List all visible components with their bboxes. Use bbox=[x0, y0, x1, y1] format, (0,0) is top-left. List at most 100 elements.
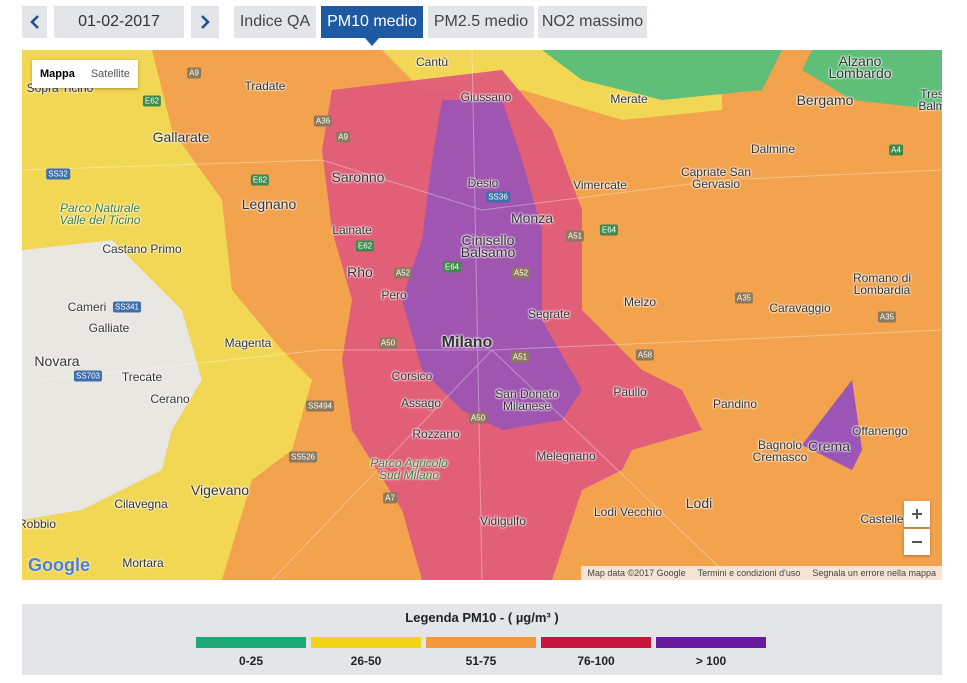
place-label: Capriate San Gervasio bbox=[680, 165, 752, 191]
road-shield: A50 bbox=[378, 337, 398, 349]
tab[interactable]: Indice QA bbox=[234, 6, 316, 38]
place-label: Giussano bbox=[460, 90, 512, 104]
active-caret bbox=[365, 38, 379, 46]
road-shield: A36 bbox=[313, 115, 333, 127]
place-label: Saronno bbox=[331, 169, 385, 185]
place-label: Lodi bbox=[685, 495, 713, 511]
place-label: Vimercate bbox=[573, 178, 627, 192]
map-type-button[interactable]: Satellite bbox=[90, 68, 130, 80]
place-label: Cerano bbox=[150, 392, 190, 406]
tab[interactable]: NO2 massimo bbox=[538, 6, 647, 38]
road-shield: A7 bbox=[383, 492, 397, 504]
place-label: Bagnolo Cremasco bbox=[752, 438, 808, 464]
place-label: Monza bbox=[510, 210, 554, 226]
place-label: Tradate bbox=[244, 79, 286, 93]
road-shield: SS494 bbox=[305, 400, 335, 412]
place-label: Cinisello Balsamo bbox=[460, 232, 516, 260]
google-logo: Google bbox=[28, 555, 90, 575]
place-label: Trecate bbox=[121, 370, 163, 384]
place-label: Bergamo bbox=[796, 92, 854, 108]
place-label: Assago bbox=[400, 396, 442, 410]
place-label: Desio bbox=[467, 176, 499, 190]
legend-swatch bbox=[196, 637, 306, 648]
place-label: Robbio bbox=[22, 517, 57, 531]
road-shield: A50 bbox=[468, 412, 488, 424]
road-shield: A51 bbox=[565, 230, 585, 242]
place-label: Merate bbox=[610, 92, 648, 106]
place-label: Crema bbox=[807, 438, 851, 454]
legend-swatch bbox=[541, 637, 651, 648]
place-label: Cameri bbox=[67, 300, 107, 314]
place-label: Pero bbox=[381, 288, 407, 302]
place-label: Mortara bbox=[122, 556, 164, 570]
place-label: Segrate bbox=[527, 307, 571, 321]
legend-swatch bbox=[426, 637, 536, 648]
terms-link[interactable]: Termini e condizioni d'uso bbox=[697, 568, 801, 578]
zoom-out[interactable] bbox=[904, 529, 930, 555]
place-label: Gallarate bbox=[152, 129, 210, 145]
place-label: Novara bbox=[34, 353, 80, 369]
place-label: Vidigulfo bbox=[480, 514, 526, 528]
road-shield: A58 bbox=[635, 349, 655, 361]
road-shield: E64 bbox=[442, 261, 462, 273]
place-label: Cilavegna bbox=[114, 497, 168, 511]
road-shield: A9 bbox=[187, 67, 201, 79]
place-label: Corsico bbox=[391, 369, 433, 383]
road-shield: A9 bbox=[336, 131, 350, 143]
road-shield: E64 bbox=[599, 224, 619, 236]
place-label: Rozzano bbox=[412, 427, 460, 441]
prev-day[interactable] bbox=[22, 6, 47, 38]
report-link[interactable]: Segnala un errore nella mappa bbox=[812, 568, 936, 578]
legend-label: 26-50 bbox=[350, 654, 382, 668]
legend-label: 0-25 bbox=[238, 654, 264, 668]
place-label: Rho bbox=[347, 264, 373, 280]
place-label: Melzo bbox=[623, 295, 657, 309]
legend: Legenda PM10 - ( µg/m³ ) 0-25 26-50 51-75 7… bbox=[22, 604, 942, 675]
place-label: Castelle bbox=[860, 512, 904, 526]
plus-icon bbox=[912, 509, 922, 519]
place-label: Parco Naturale Valle del Ticino bbox=[59, 201, 141, 227]
place-label: Vigevano bbox=[190, 482, 250, 498]
place-label: Tres Balm bbox=[918, 87, 942, 113]
place-label: Caravaggio bbox=[769, 301, 831, 315]
chevron-left bbox=[29, 15, 39, 29]
place-label: Cantù bbox=[415, 55, 449, 69]
road-shield: A4 bbox=[889, 144, 903, 156]
place-label: Dalmine bbox=[750, 142, 796, 156]
legend-label: > 100 bbox=[695, 654, 727, 668]
place-label: Galliate bbox=[88, 321, 130, 335]
road-shield: SS703 bbox=[73, 370, 103, 382]
attribution-text: Map data ©2017 Google bbox=[587, 568, 686, 578]
map-type-control: Mappa Satellite bbox=[32, 60, 138, 88]
place-label: Offanengo bbox=[852, 424, 908, 438]
legend-title: Legenda PM10 - ( µg/m³ ) bbox=[405, 610, 559, 625]
place-label: Milano bbox=[441, 334, 493, 351]
legend-label: 76-100 bbox=[577, 654, 615, 668]
road-shield: A35 bbox=[734, 292, 754, 304]
place-label: Magenta bbox=[224, 336, 272, 350]
attribution: Map data ©2017 Google Termini e condizio… bbox=[581, 566, 942, 580]
map-type-button[interactable]: Mappa bbox=[40, 68, 75, 80]
place-label: Romano di Lombardia bbox=[852, 271, 912, 297]
place-label: Melegnano bbox=[536, 449, 596, 463]
road-shield: E62 bbox=[355, 240, 375, 252]
legend-label: 51-75 bbox=[465, 654, 497, 668]
road-shield: A51 bbox=[510, 351, 530, 363]
road-shield: SS341 bbox=[112, 301, 142, 313]
next-day[interactable] bbox=[191, 6, 219, 38]
place-label: Legnano bbox=[241, 196, 297, 212]
place-label: Lodi Vecchio bbox=[593, 505, 663, 519]
road-shield: SS36 bbox=[486, 191, 510, 203]
road-shield: A52 bbox=[393, 267, 413, 279]
pollution-overlay bbox=[22, 50, 942, 580]
place-label: Lainate bbox=[332, 223, 372, 237]
tab[interactable]: PM2.5 medio bbox=[428, 6, 534, 38]
place-label: Alzano Lombardo bbox=[828, 53, 892, 81]
minus-icon bbox=[912, 541, 922, 543]
zoom-in[interactable] bbox=[904, 501, 930, 527]
tab[interactable]: PM10 medio bbox=[321, 6, 423, 38]
road-shield: A35 bbox=[877, 311, 897, 323]
place-label: Parco Agricolo Sud Milano bbox=[370, 456, 448, 482]
road-shield: SS526 bbox=[288, 451, 318, 463]
place-label: Castano Primo bbox=[102, 242, 182, 256]
